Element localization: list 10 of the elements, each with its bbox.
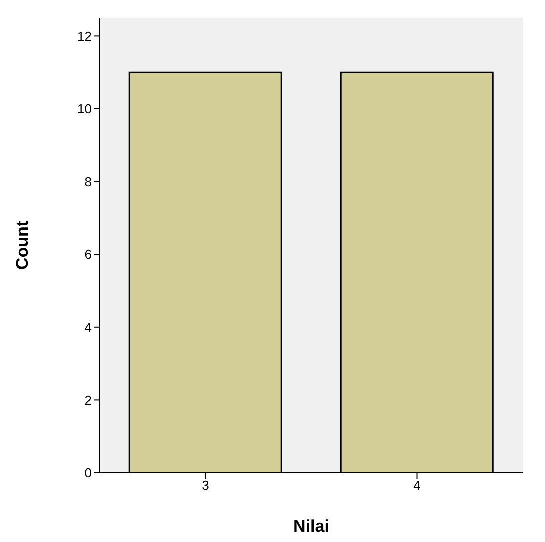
y-tick-label: 0 [84,466,92,481]
y-tick-label: 8 [84,174,92,190]
y-tick-label: 12 [78,28,92,44]
y-axis-title: Count [13,220,32,270]
y-tick-label: 6 [84,247,92,262]
y-tick-label: 10 [78,102,92,117]
x-tick-label: 3 [202,478,210,494]
y-tick-label: 4 [84,320,92,336]
y-tick-label: 2 [84,392,92,408]
x-axis-title: Nilai [294,517,330,536]
